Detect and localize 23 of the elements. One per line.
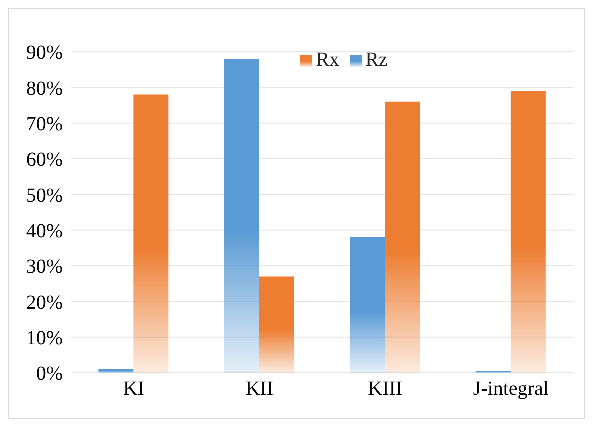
y-tick-label: 50% — [26, 184, 63, 207]
x-tick-label: J-integral — [473, 378, 550, 400]
bar — [98, 369, 134, 373]
bar — [134, 94, 169, 373]
bar — [350, 237, 386, 373]
y-tick-label: 30% — [26, 256, 63, 278]
y-tick-label: 0% — [36, 363, 63, 386]
y-tick-label: 10% — [26, 327, 63, 350]
y-tick-label: 20% — [26, 292, 63, 314]
bar — [510, 91, 546, 373]
bar — [259, 276, 294, 373]
y-tick-label: 60% — [26, 149, 63, 172]
x-tick-label: KIII — [368, 378, 403, 400]
legend-label: Rz — [366, 49, 388, 71]
bar — [385, 102, 420, 373]
y-tick-label: 80% — [26, 78, 63, 100]
y-tick-label: 90% — [26, 42, 63, 64]
y-tick-label: 70% — [26, 113, 63, 136]
bar — [224, 59, 260, 373]
x-tick-label: KII — [246, 378, 274, 400]
legend-label: Rx — [316, 49, 340, 71]
x-tick-label: KI — [123, 378, 144, 400]
y-tick-label: 40% — [26, 220, 63, 242]
